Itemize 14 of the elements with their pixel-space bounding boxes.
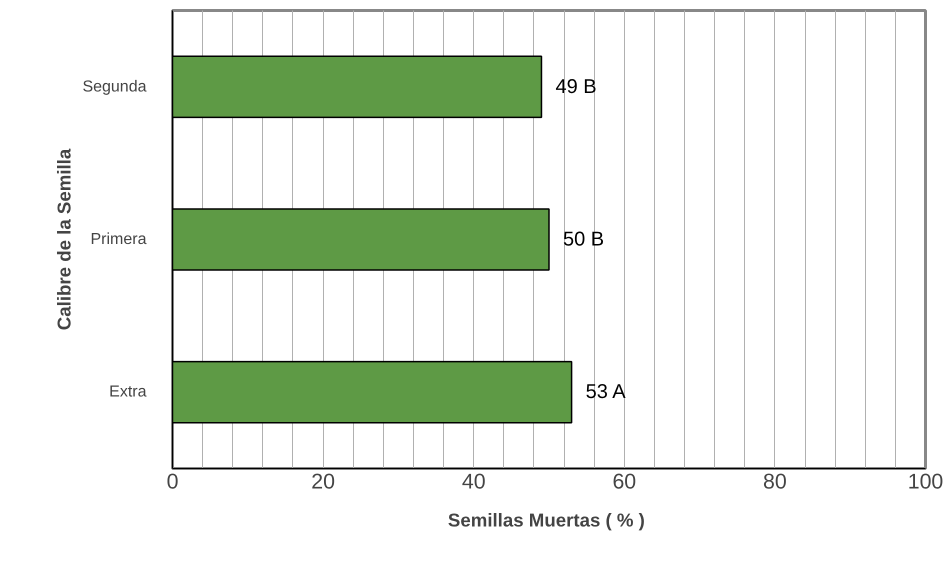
data-label: 53 A [586,381,626,404]
y-axis-title: Calibre de la Semilla [53,148,74,330]
y-tick-label: Extra [109,384,147,401]
y-tick-label: Segunda [82,78,147,96]
x-tick-label: 80 [763,470,787,494]
x-axis-title: Semillas Muertas ( % ) [448,510,645,530]
y-tick-label: Primera [90,231,147,248]
x-tick-label: 60 [612,470,636,494]
data-label: 50 B [563,228,604,250]
data-label: 49 B [555,76,597,98]
x-tick-label: 100 [908,470,944,494]
x-tick-label: 20 [311,470,336,494]
x-tick-label: 40 [462,470,486,494]
x-tick-label: 0 [166,470,179,494]
